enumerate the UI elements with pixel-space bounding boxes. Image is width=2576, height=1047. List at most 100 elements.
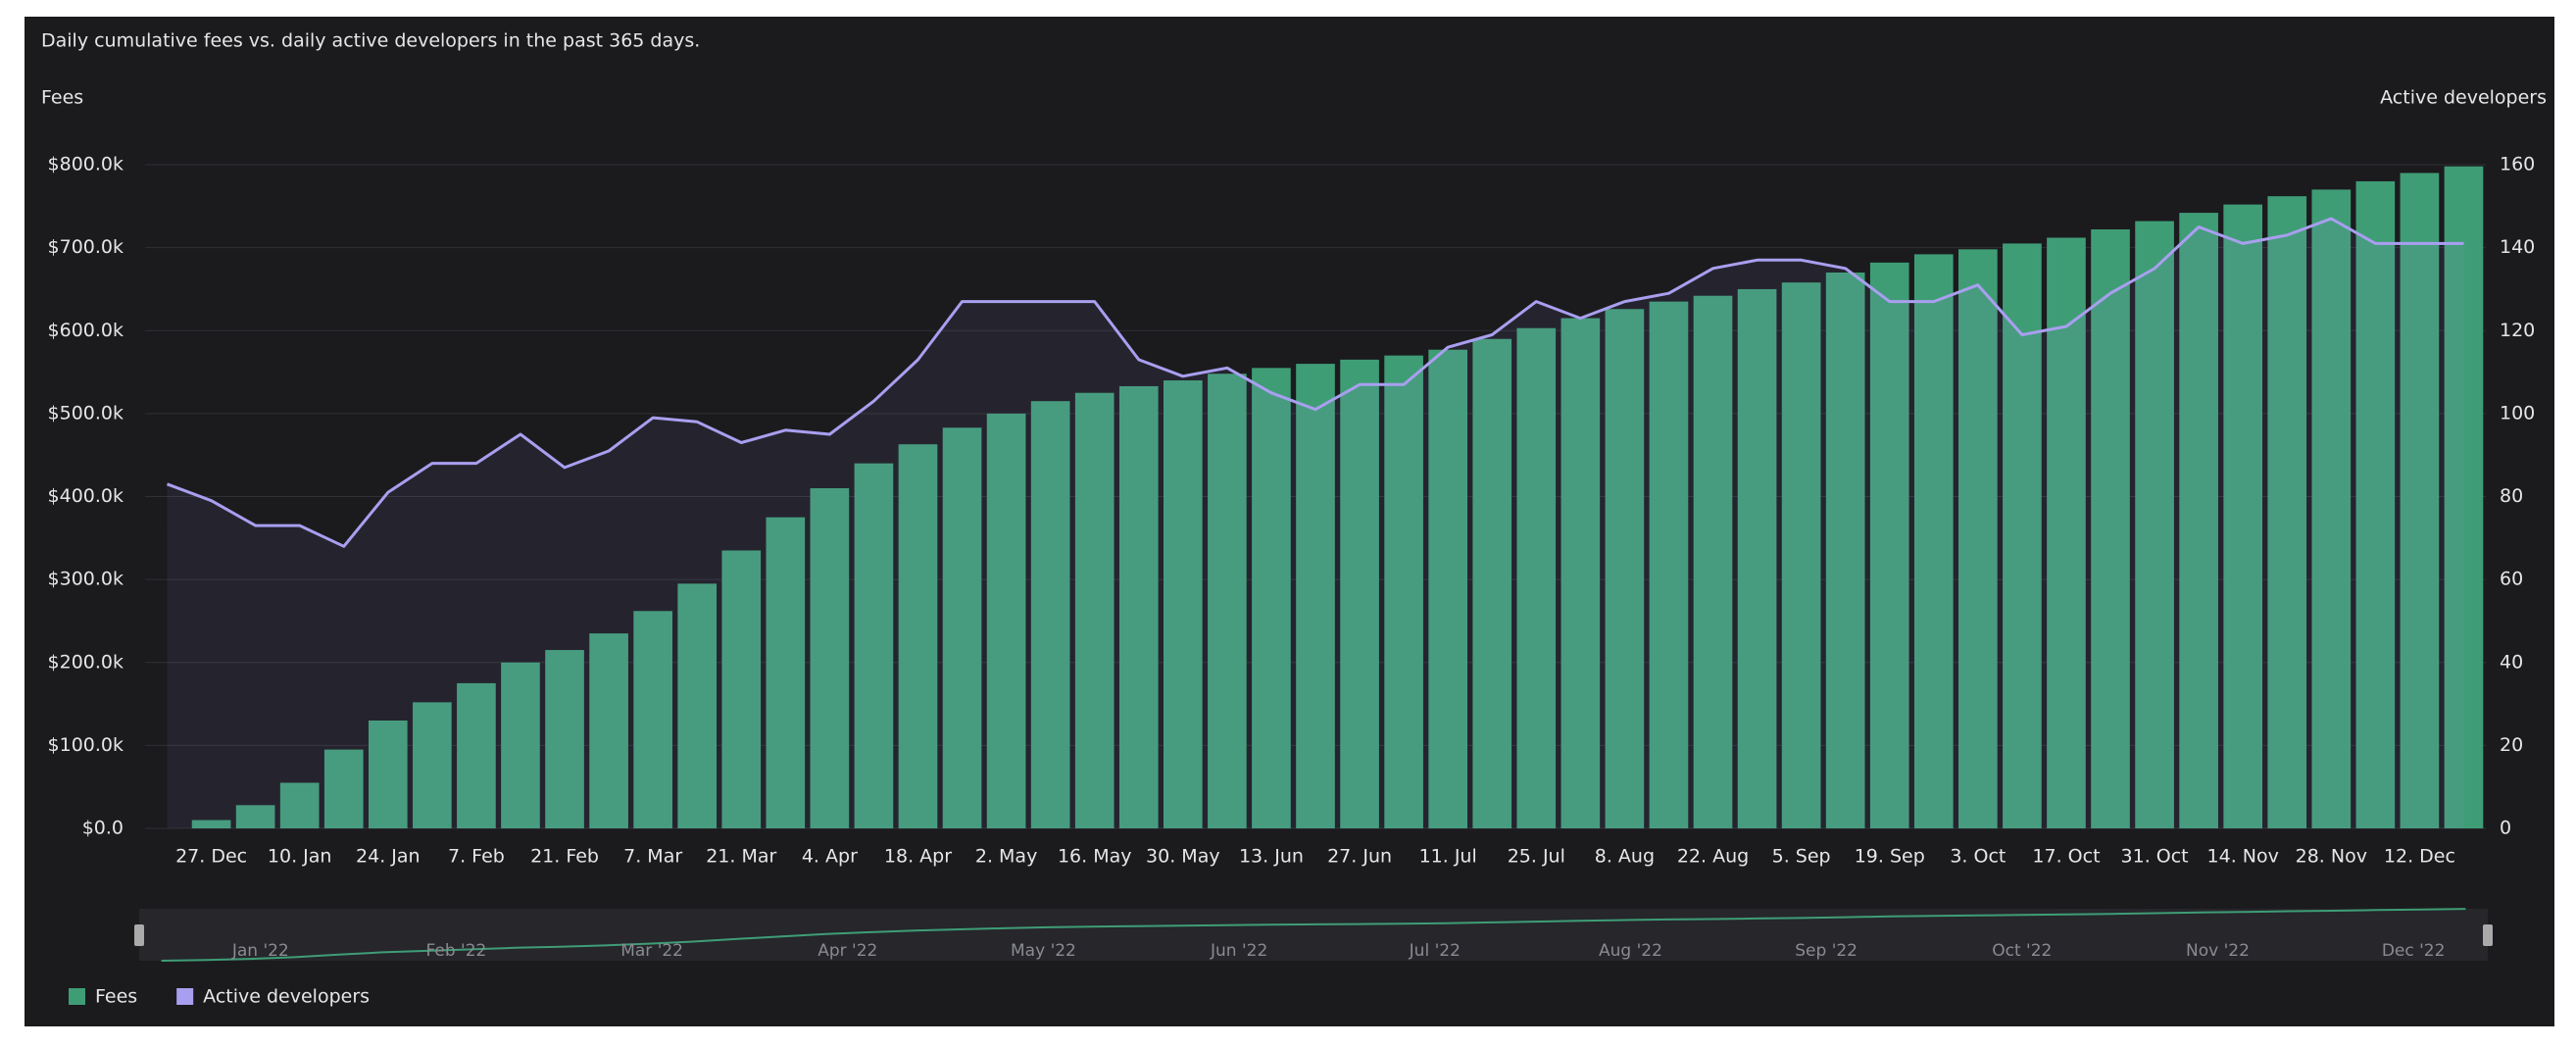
- bar: [2179, 213, 2218, 828]
- x-tick-label: 3. Oct: [1950, 846, 2006, 868]
- navigator-label: Jun '22: [1210, 941, 1267, 961]
- x-tick-label: 21. Mar: [706, 846, 776, 868]
- y2-tick-label: 20: [2500, 734, 2523, 756]
- bar: [1208, 374, 1247, 828]
- bar: [2400, 173, 2440, 828]
- x-tick-label: 14. Nov: [2207, 846, 2279, 868]
- x-tick-label: 31. Oct: [2121, 846, 2189, 868]
- bar: [545, 650, 584, 828]
- bar: [1296, 364, 1335, 828]
- x-tick-label: 18. Apr: [884, 846, 952, 868]
- navigator-label: Oct '22: [1992, 941, 2052, 961]
- bar: [1781, 282, 1821, 829]
- y-tick-label: $100.0k: [48, 734, 124, 756]
- bar: [2091, 229, 2130, 828]
- bar: [1340, 359, 1379, 828]
- bar: [898, 444, 938, 828]
- x-tick-label: 22. Aug: [1677, 846, 1749, 868]
- bar: [854, 463, 894, 828]
- x-tick-label: 27. Jun: [1327, 846, 1392, 868]
- bar: [1472, 338, 1512, 828]
- bar: [1118, 385, 1159, 828]
- bar: [1252, 368, 1291, 828]
- bar: [589, 633, 628, 828]
- bar: [279, 782, 320, 828]
- y2-tick-label: 60: [2500, 569, 2523, 590]
- bar: [942, 427, 982, 828]
- legend-swatch[interactable]: [69, 988, 85, 1005]
- legend-label[interactable]: Active developers: [203, 986, 370, 1008]
- bar: [1693, 295, 1733, 828]
- y-tick-label: $600.0k: [48, 320, 124, 341]
- y2-tick-label: 0: [2500, 818, 2511, 839]
- y2-tick-label: 80: [2500, 485, 2523, 507]
- line: [166, 217, 2464, 548]
- y-tick-label: $300.0k: [48, 569, 124, 590]
- bar: [1958, 249, 1998, 828]
- navigator-handle[interactable]: [134, 924, 144, 946]
- y-tick-label: $200.0k: [48, 651, 124, 673]
- bar: [1428, 349, 1467, 828]
- x-tick-label: 17. Oct: [2032, 846, 2100, 868]
- x-tick-label: 11. Jul: [1419, 846, 1477, 868]
- x-tick-label: 5. Sep: [1772, 846, 1831, 868]
- y-tick-label: $800.0k: [48, 154, 124, 175]
- bar: [633, 611, 672, 828]
- navigator-handle[interactable]: [2483, 924, 2493, 946]
- x-tick-label: 25. Jul: [1508, 846, 1565, 868]
- navigator-label: Sep '22: [1795, 941, 1858, 961]
- bar: [986, 413, 1026, 828]
- bar: [766, 517, 806, 828]
- x-tick-label: 2. May: [975, 846, 1037, 868]
- bar: [413, 702, 452, 828]
- navigator-label: Aug '22: [1599, 941, 1662, 961]
- x-tick-label: 30. May: [1146, 846, 1220, 868]
- x-tick-label: 7. Feb: [448, 846, 505, 868]
- y2-tick-label: 40: [2500, 651, 2523, 673]
- bar: [1516, 327, 1557, 828]
- bar: [1384, 355, 1423, 828]
- bar: [2003, 243, 2042, 829]
- y-tick-label: $700.0k: [48, 236, 124, 258]
- y2-axis-label: Active developers: [2380, 87, 2547, 109]
- bar: [2135, 221, 2174, 829]
- navigator-line: [161, 908, 2466, 962]
- navigator-label: May '22: [1011, 941, 1076, 961]
- x-tick-label: 21. Feb: [530, 846, 599, 868]
- legend-swatch[interactable]: [176, 988, 194, 1005]
- navigator-label: Jan '22: [231, 941, 289, 961]
- x-tick-label: 7. Mar: [623, 846, 682, 868]
- x-tick-label: 10. Jan: [268, 846, 332, 868]
- bar: [235, 805, 275, 828]
- bar: [1605, 309, 1645, 828]
- x-tick-label: 4. Apr: [802, 846, 858, 868]
- bar: [501, 662, 540, 828]
- x-tick-label: 8. Aug: [1595, 846, 1655, 868]
- bar: [1074, 392, 1115, 828]
- navigator[interactable]: [139, 909, 2488, 961]
- legend-label[interactable]: Fees: [95, 986, 137, 1008]
- y-axis-label: Fees: [41, 87, 83, 109]
- bar: [2444, 166, 2484, 828]
- x-tick-label: 12. Dec: [2384, 846, 2455, 868]
- x-tick-label: 24. Jan: [356, 846, 421, 868]
- bar: [2047, 237, 2086, 829]
- bar: [1737, 288, 1777, 828]
- bar: [191, 820, 231, 828]
- x-tick-label: 13. Jun: [1239, 846, 1304, 868]
- bar: [1869, 262, 1909, 828]
- line-area: [167, 219, 2464, 828]
- bar: [721, 550, 762, 828]
- bar: [677, 583, 718, 828]
- y2-tick-label: 160: [2500, 154, 2535, 175]
- bar: [2355, 180, 2396, 829]
- y2-tick-label: 120: [2500, 320, 2535, 341]
- bar: [1913, 254, 1954, 828]
- navigator-label: Mar '22: [620, 941, 683, 961]
- bar: [1560, 318, 1601, 828]
- bar: [2267, 196, 2307, 829]
- navigator-label: Dec '22: [2382, 941, 2446, 961]
- bar: [457, 682, 496, 828]
- bar: [1030, 401, 1070, 828]
